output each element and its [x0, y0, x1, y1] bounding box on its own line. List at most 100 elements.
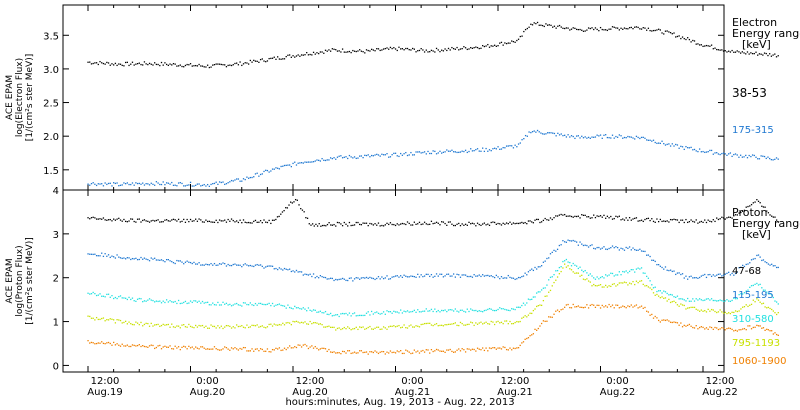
x-tick-label: Aug.22: [702, 387, 737, 398]
data-point: [142, 301, 144, 303]
data-point: [639, 28, 641, 30]
data-point: [297, 162, 299, 164]
data-point: [717, 49, 720, 51]
data-point: [475, 275, 477, 277]
data-point: [367, 311, 369, 313]
data-point: [159, 344, 161, 347]
data-point: [200, 302, 202, 304]
data-point: [290, 324, 292, 326]
data-point: [591, 27, 593, 29]
data-point: [575, 135, 578, 137]
data-point: [263, 326, 265, 328]
data-point: [145, 346, 147, 348]
data-point: [517, 321, 520, 323]
data-point: [186, 302, 188, 305]
data-point: [610, 215, 612, 218]
data-point: [95, 342, 98, 345]
data-point: [285, 307, 287, 309]
data-point: [492, 221, 494, 223]
data-point: [712, 153, 714, 155]
data-point: [294, 321, 296, 323]
data-point: [394, 275, 397, 277]
x-tick-label: 12:00: [91, 376, 120, 387]
data-point: [692, 220, 694, 223]
data-point: [239, 61, 241, 63]
data-point: [721, 152, 723, 155]
data-point: [742, 264, 744, 267]
data-point: [118, 63, 120, 65]
data-point: [577, 28, 579, 31]
data-point: [393, 310, 395, 312]
data-point: [615, 304, 617, 306]
data-point: [447, 309, 450, 311]
data-point: [345, 51, 347, 53]
data-point: [646, 217, 648, 220]
data-point: [451, 323, 453, 325]
data-point: [359, 314, 361, 317]
data-point: [278, 168, 281, 170]
data-point: [239, 264, 241, 266]
data-point: [628, 217, 631, 219]
data-point: [379, 328, 381, 331]
data-point: [627, 305, 629, 307]
data-point: [777, 303, 779, 305]
data-point: [417, 273, 419, 276]
data-point: [162, 346, 164, 348]
data-point: [582, 244, 585, 247]
data-point: [109, 318, 111, 320]
data-point: [722, 300, 725, 303]
data-point: [384, 327, 386, 329]
data-point: [123, 65, 125, 67]
data-point: [499, 307, 501, 309]
data-point: [294, 198, 297, 201]
data-point: [154, 324, 156, 326]
data-point: [123, 297, 125, 299]
data-point: [606, 136, 609, 139]
data-point: [497, 45, 499, 47]
data-point: [543, 25, 545, 28]
data-point: [357, 328, 359, 331]
data-point: [480, 275, 482, 278]
data-point: [268, 171, 270, 173]
data-point: [201, 346, 204, 348]
data-point: [505, 222, 508, 224]
data-point: [646, 275, 648, 278]
data-point: [225, 324, 228, 327]
data-point: [490, 221, 492, 224]
data-point: [534, 296, 536, 298]
data-point: [435, 273, 438, 275]
data-point: [369, 222, 371, 225]
data-point: [411, 154, 414, 156]
data-point: [722, 312, 725, 314]
data-point: [722, 50, 725, 52]
data-point: [176, 347, 178, 349]
data-point: [282, 165, 284, 167]
data-point: [532, 333, 535, 335]
data-point: [586, 137, 588, 139]
data-point: [743, 265, 746, 268]
data-point: [336, 50, 339, 52]
data-point: [690, 325, 692, 327]
data-point: [610, 137, 612, 139]
data-point: [777, 158, 779, 160]
data-point: [470, 321, 472, 323]
data-point: [534, 266, 536, 269]
data-point: [740, 329, 742, 331]
data-point: [608, 274, 610, 276]
data-point: [152, 219, 154, 222]
data-point: [102, 217, 105, 219]
data-point: [767, 212, 770, 214]
data-point: [347, 314, 349, 316]
data-point: [439, 273, 441, 275]
data-point: [256, 348, 258, 350]
data-point: [754, 201, 756, 203]
data-point: [654, 286, 656, 288]
data-point: [328, 159, 330, 161]
data-point: [651, 313, 653, 316]
data-point: [639, 280, 641, 282]
x-tick-label: Aug.20: [292, 387, 327, 398]
data-point: [702, 45, 704, 48]
data-point: [751, 154, 754, 156]
data-point: [603, 277, 605, 279]
data-point: [517, 222, 520, 225]
